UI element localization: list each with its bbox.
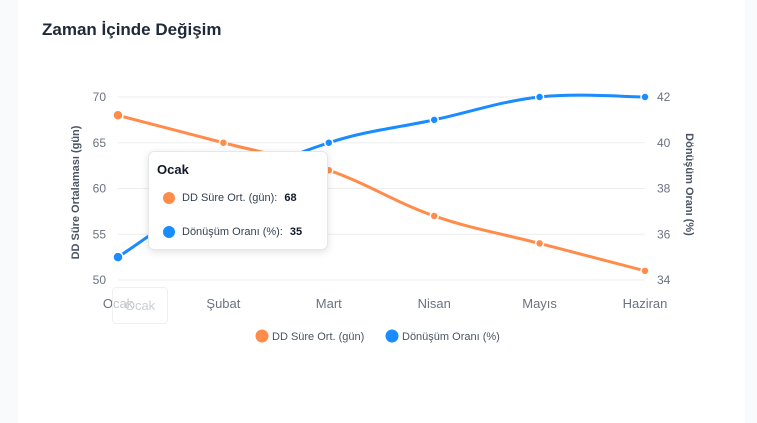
data-point-conversion (324, 138, 334, 148)
legend-item-conversion-marker (385, 329, 399, 343)
tooltip-conversion-dot (163, 226, 175, 238)
data-point-duration (218, 138, 229, 148)
tooltip-duration-label: DD Süre Ort. (gün): (182, 192, 278, 204)
tooltip-row-conversion: Dönüşüm Oranı (%): 35 (163, 224, 302, 240)
tooltip-row-duration: DD Süre Ort. (gün): 68 (163, 190, 297, 206)
y-right-tick-label: 40 (657, 136, 671, 150)
legend-item-conversion-label: Dönüşüm Oranı (%) (402, 331, 500, 343)
y-right-tick-label: 36 (657, 227, 671, 241)
data-point-duration (429, 211, 439, 221)
tooltip-duration-value: 68 (284, 192, 297, 204)
legend-item-duration-marker (255, 329, 269, 343)
y-left-tick-label: 65 (93, 136, 107, 150)
tooltip-conversion-value: 35 (289, 226, 303, 238)
x-tick-label: Mart (316, 296, 342, 311)
data-point-conversion (112, 251, 124, 263)
data-point-conversion (640, 92, 650, 102)
tooltip-duration-dot (163, 192, 175, 204)
y-left-tick-label: 55 (93, 227, 107, 241)
x-tick-label: Şubat (206, 296, 240, 311)
x-tick-label: Nisan (418, 296, 451, 311)
data-point-duration (534, 238, 545, 249)
y-right-tick-label: 42 (657, 90, 671, 104)
series-line-duration (116, 113, 647, 273)
hover-category-label: Ocak (112, 287, 168, 324)
data-point-duration (112, 109, 124, 122)
chart-card (18, 0, 745, 423)
y-right-tick-label: 38 (657, 182, 671, 196)
tooltip-title: Ocak (157, 162, 189, 177)
y-left-tick-label: 60 (93, 182, 107, 196)
data-point-conversion (534, 92, 545, 102)
y-left-tick-label: 50 (93, 273, 107, 287)
chart-tooltip: Ocak DD Süre Ort. (gün): 68 Dönüşüm Oran… (148, 151, 328, 250)
card-title: Zaman İçinde Değişim (42, 20, 222, 39)
x-tick-label: Mayıs (522, 296, 557, 311)
x-tick-label: Haziran (623, 296, 668, 311)
y-right-tick-label: 34 (657, 273, 671, 287)
tooltip-conversion-label: Dönüşüm Oranı (%): (182, 226, 283, 238)
y-right-axis-title: Dönüşüm Oranı (%) (683, 133, 695, 236)
data-point-conversion (429, 115, 439, 125)
data-point-duration (640, 266, 650, 276)
y-left-axis-title: DD Süre Ortalaması (gün) (70, 125, 82, 259)
legend-item-duration-label: DD Süre Ort. (gün) (272, 331, 364, 343)
y-left-tick-label: 70 (93, 90, 107, 104)
